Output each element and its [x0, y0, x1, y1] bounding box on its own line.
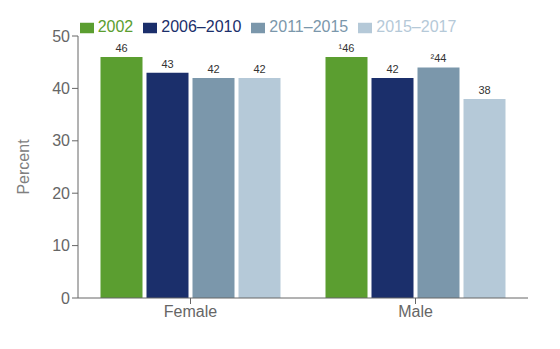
html-text:2015–2017: 2015–2017 — [376, 18, 457, 35]
svg-text:42: 42 — [253, 63, 265, 75]
svg-text:20: 20 — [52, 185, 70, 202]
svg-text:38: 38 — [478, 84, 490, 96]
html-text:2011–2015: 2011–2015 — [269, 18, 349, 35]
svg-text:42: 42 — [207, 63, 219, 75]
svg-text:Female: Female — [164, 303, 217, 320]
html-text:2002: 2002 — [97, 18, 134, 35]
svg-text:²44: ²44 — [431, 52, 447, 64]
svg-text:42: 42 — [386, 63, 398, 75]
svg-text:Male: Male — [398, 303, 433, 320]
svg-text:¹46: ¹46 — [339, 42, 355, 54]
svg-text:30: 30 — [52, 132, 70, 149]
svg-text:43: 43 — [161, 58, 173, 70]
html-text:2006–2010: 2006–2010 — [161, 18, 242, 35]
svg-text:40: 40 — [52, 80, 70, 97]
svg-text:46: 46 — [115, 42, 127, 54]
svg-text:0: 0 — [61, 290, 70, 307]
svg-text:Percent: Percent — [15, 139, 32, 195]
svg-text:10: 10 — [52, 237, 70, 254]
svg-text:50: 50 — [52, 28, 70, 45]
